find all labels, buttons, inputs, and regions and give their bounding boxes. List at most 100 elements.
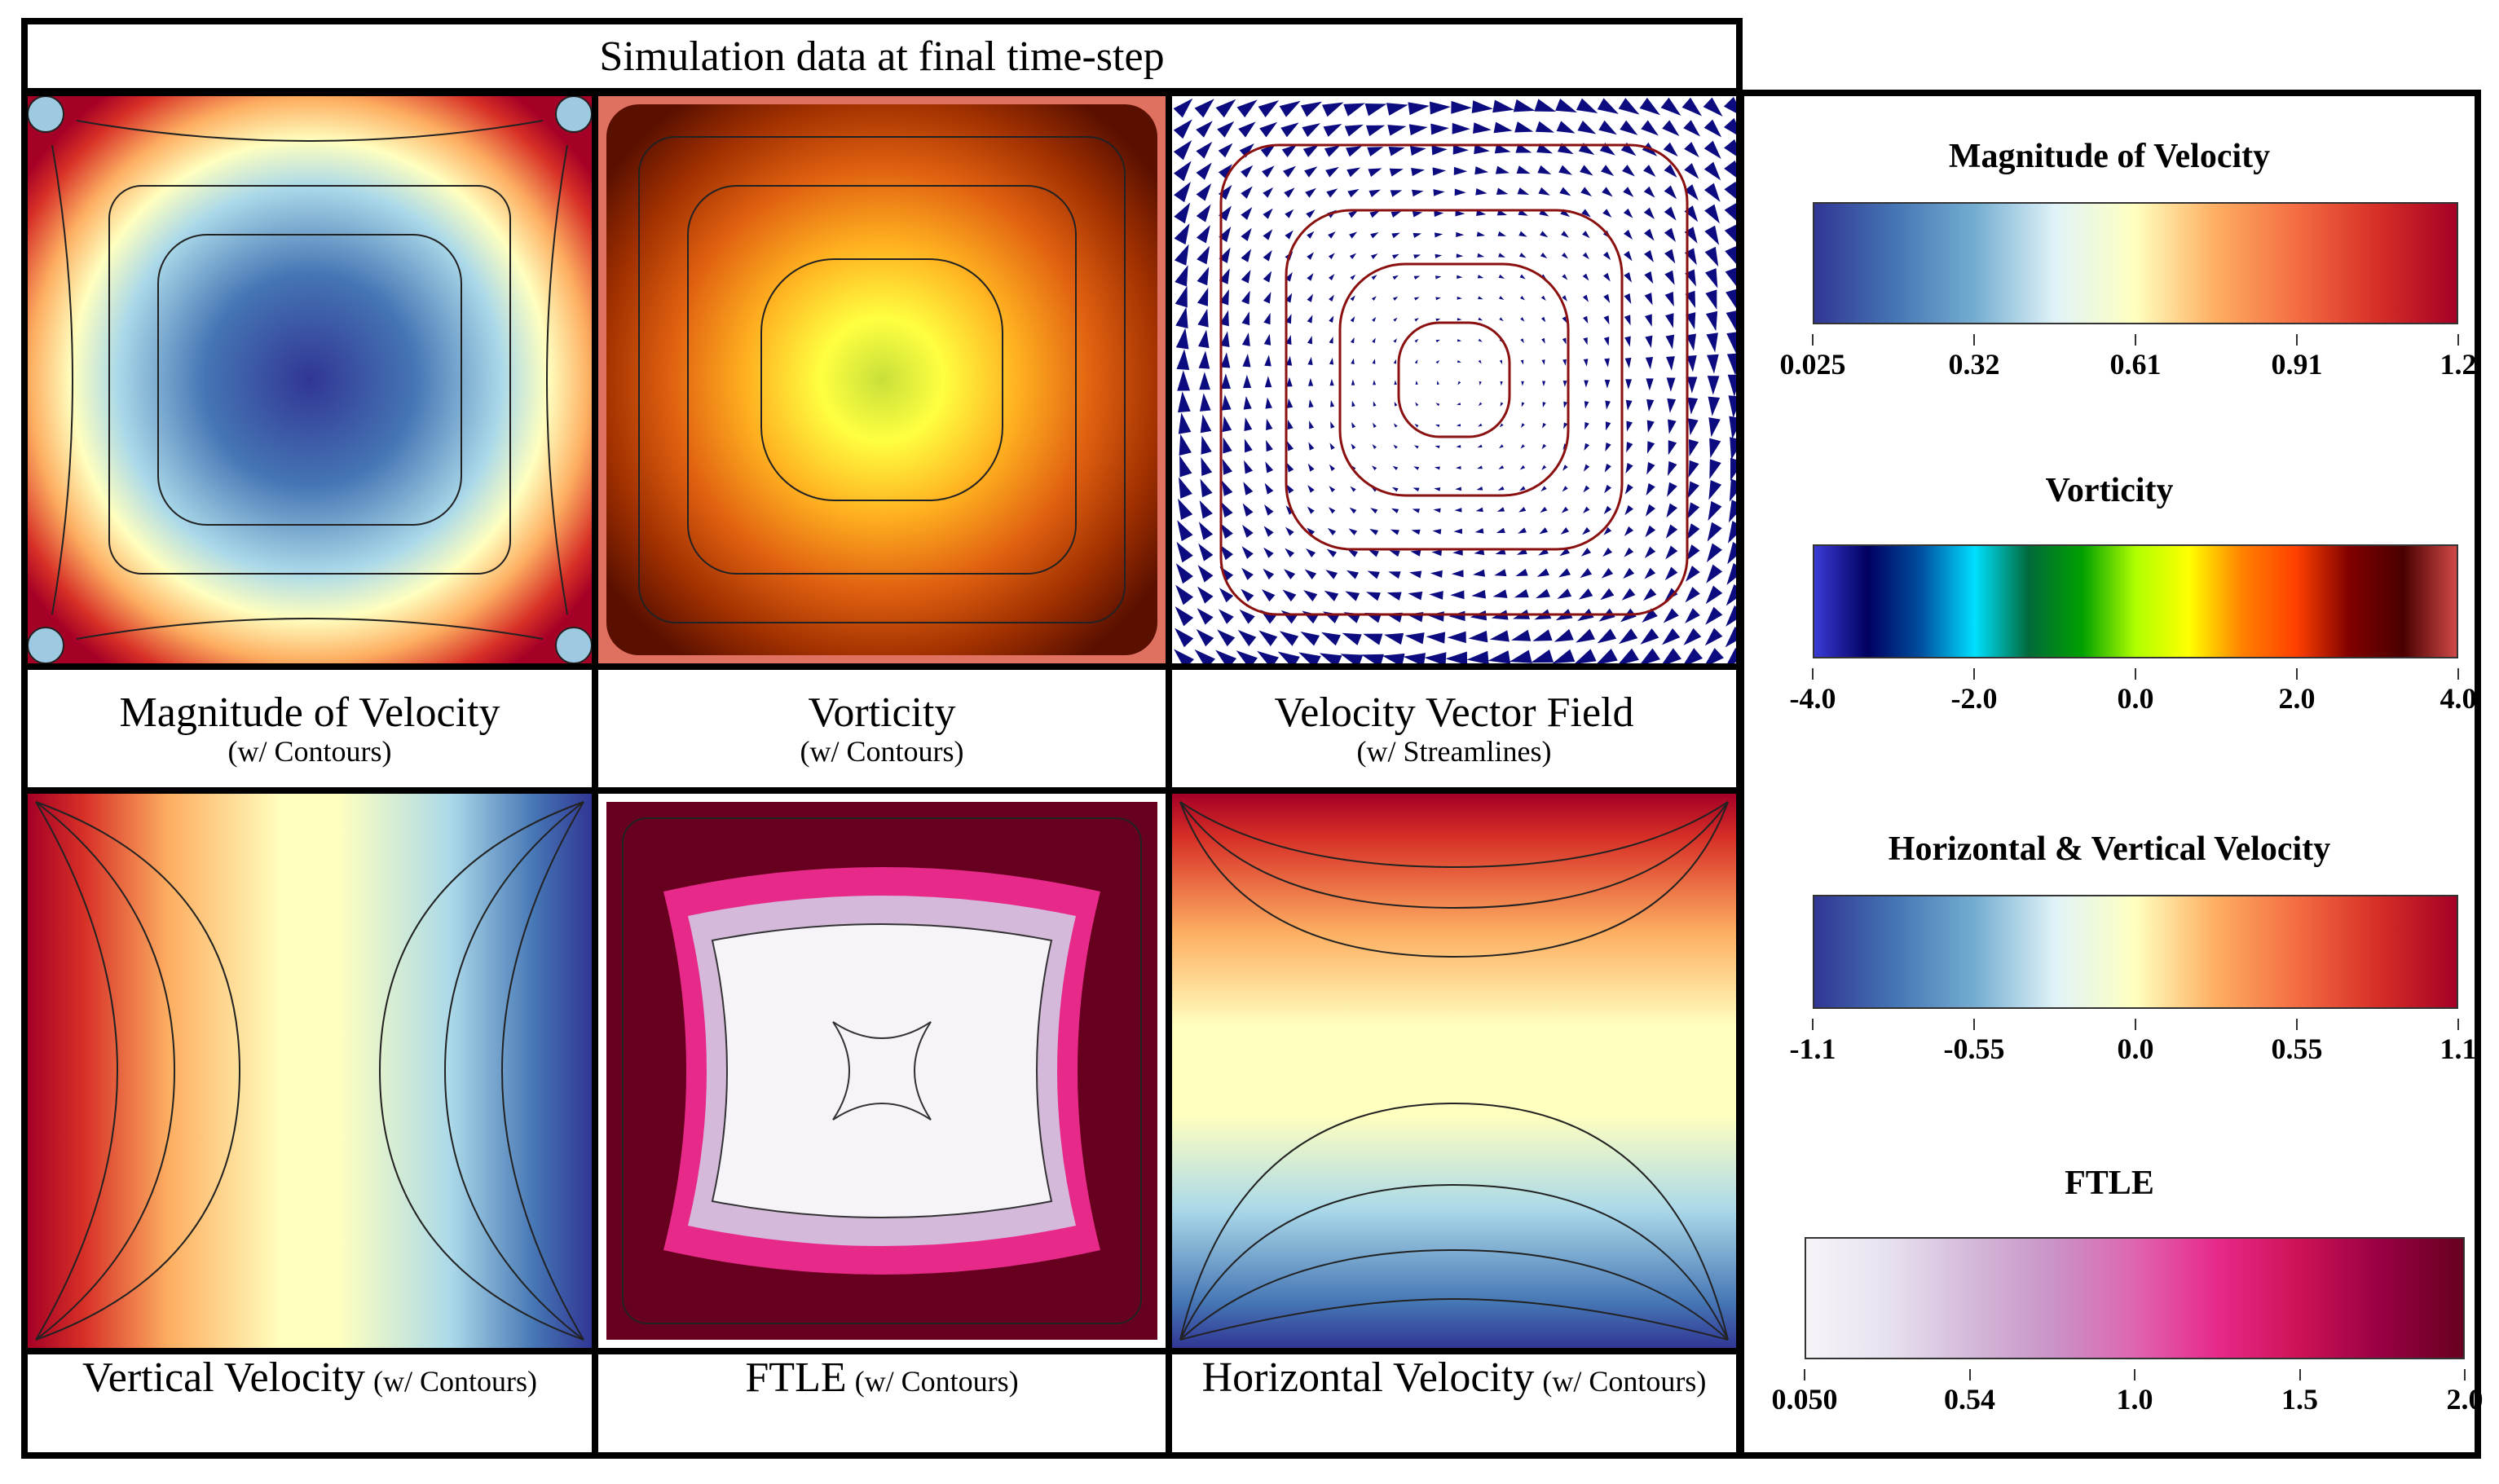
vector-arrow <box>1194 649 1215 663</box>
vector-arrow <box>1623 567 1635 579</box>
vector-arrow <box>1218 143 1233 158</box>
vector-arrow <box>1218 164 1232 179</box>
vector-arrow <box>1324 590 1339 601</box>
vector-arrow <box>1562 486 1568 492</box>
vector-arrow <box>1196 225 1210 244</box>
vector-arrow <box>1196 204 1211 222</box>
vector-arrow <box>1705 310 1718 332</box>
vector-arrow <box>1265 397 1272 409</box>
vector-arrow <box>1435 318 1441 322</box>
colorbar-ticks: -4.0 -2.0 0.0 2.0 4.0 <box>1744 668 2477 722</box>
vector-arrow <box>1346 570 1359 579</box>
vector-arrow <box>1219 609 1234 624</box>
vector-arrow <box>1540 316 1546 323</box>
vector-arrow <box>1624 271 1632 283</box>
vector-arrow <box>1644 271 1654 284</box>
vector-arrow <box>1540 295 1546 302</box>
vector-arrow <box>1497 486 1505 491</box>
vector-arrow <box>1435 403 1440 407</box>
vector-arrow <box>1624 357 1632 368</box>
colorbar-tick-label: -4.0 <box>1789 682 1836 715</box>
vector-arrow <box>1584 401 1589 409</box>
vector-arrow <box>1372 316 1377 323</box>
colorbar-tick-label: 0.050 <box>1771 1383 1838 1416</box>
vector-arrow <box>1327 527 1337 536</box>
vector-arrow <box>1263 526 1274 537</box>
vector-arrow <box>1350 337 1355 344</box>
vector-arrow <box>1452 548 1463 556</box>
vector-arrow <box>1403 653 1426 663</box>
vector-arrow <box>1321 102 1344 117</box>
vector-arrow <box>1370 253 1378 259</box>
vector-arrow <box>1393 338 1397 343</box>
vector-arrow <box>1197 586 1214 604</box>
vector-arrow <box>1326 548 1338 557</box>
vector-arrow <box>1497 231 1506 236</box>
colorbar-ticks: -1.1 -0.55 0.0 0.55 1.1 <box>1744 1019 2477 1072</box>
vector-arrow <box>1241 567 1254 580</box>
colorbar-gradient <box>1805 1237 2465 1359</box>
colorbar-gradient <box>1813 895 2458 1009</box>
vector-arrow <box>1217 629 1236 647</box>
vector-arrow <box>1643 207 1655 220</box>
vector-arrow <box>1725 246 1736 264</box>
vector-arrow <box>1200 478 1213 498</box>
vector-arrow <box>1603 337 1610 346</box>
vector-arrow <box>1582 273 1589 281</box>
vector-arrow <box>1667 482 1677 497</box>
vector-arrow <box>1329 464 1335 472</box>
vector-arrow <box>1304 166 1318 178</box>
vector-arrow <box>1704 268 1718 288</box>
vector-arrow <box>1471 589 1487 599</box>
vector-arrow <box>1665 524 1678 539</box>
vector-arrow <box>1582 252 1589 260</box>
vector-arrow <box>1345 591 1360 601</box>
vector-arrow <box>1283 165 1297 178</box>
vector-arrow <box>1220 352 1231 368</box>
vector-arrow <box>1261 588 1276 602</box>
vector-arrow <box>1704 246 1719 267</box>
vector-arrow <box>1640 628 1659 645</box>
vector-arrow <box>1542 422 1546 429</box>
vector-arrow <box>1328 507 1336 514</box>
vector-arrow <box>1556 121 1576 134</box>
vector-arrow <box>1624 483 1633 495</box>
vector-arrow <box>1583 359 1589 367</box>
vector-arrow <box>1307 272 1314 281</box>
vector-arrow <box>1242 524 1254 538</box>
vector-arrow <box>1730 437 1736 460</box>
vector-arrow <box>1347 188 1360 198</box>
vector-arrow <box>1393 359 1397 364</box>
vector-arrow <box>1475 187 1488 196</box>
vector-arrow <box>1499 317 1504 322</box>
vector-arrow <box>1646 399 1655 412</box>
vector-arrow <box>1639 97 1660 116</box>
vector-arrow <box>1308 442 1315 451</box>
vector-arrow <box>1457 296 1462 300</box>
vector-arrow <box>1408 102 1430 116</box>
vector-arrow <box>1666 503 1678 518</box>
vector-arrow <box>1219 544 1233 561</box>
vector-arrow <box>1489 630 1510 642</box>
label-velocity-vector-field: Velocity Vector Field (w/ Streamlines) <box>1172 670 1736 787</box>
vector-arrow <box>1307 252 1315 260</box>
vector-arrow <box>1518 527 1527 534</box>
vector-arrow <box>1538 187 1550 196</box>
vector-arrow <box>1623 208 1633 218</box>
vector-arrow <box>1494 143 1511 154</box>
vector-arrow <box>1531 650 1554 663</box>
vector-arrow <box>1197 308 1209 328</box>
vector-arrow <box>1625 463 1633 474</box>
vector-arrow <box>1392 296 1399 301</box>
vector-arrow <box>1346 146 1362 157</box>
vector-arrow <box>1703 97 1723 117</box>
vector-arrow <box>1285 230 1294 240</box>
vector-arrow <box>1729 416 1736 439</box>
vector-arrow <box>1394 401 1398 407</box>
colorbar-tick-mark <box>1812 1019 1814 1030</box>
vector-arrow <box>1364 103 1387 117</box>
vector-arrow <box>1342 632 1362 645</box>
vector-arrow <box>1178 498 1193 520</box>
vector-arrow <box>1727 541 1736 565</box>
vector-arrow <box>1509 650 1532 663</box>
